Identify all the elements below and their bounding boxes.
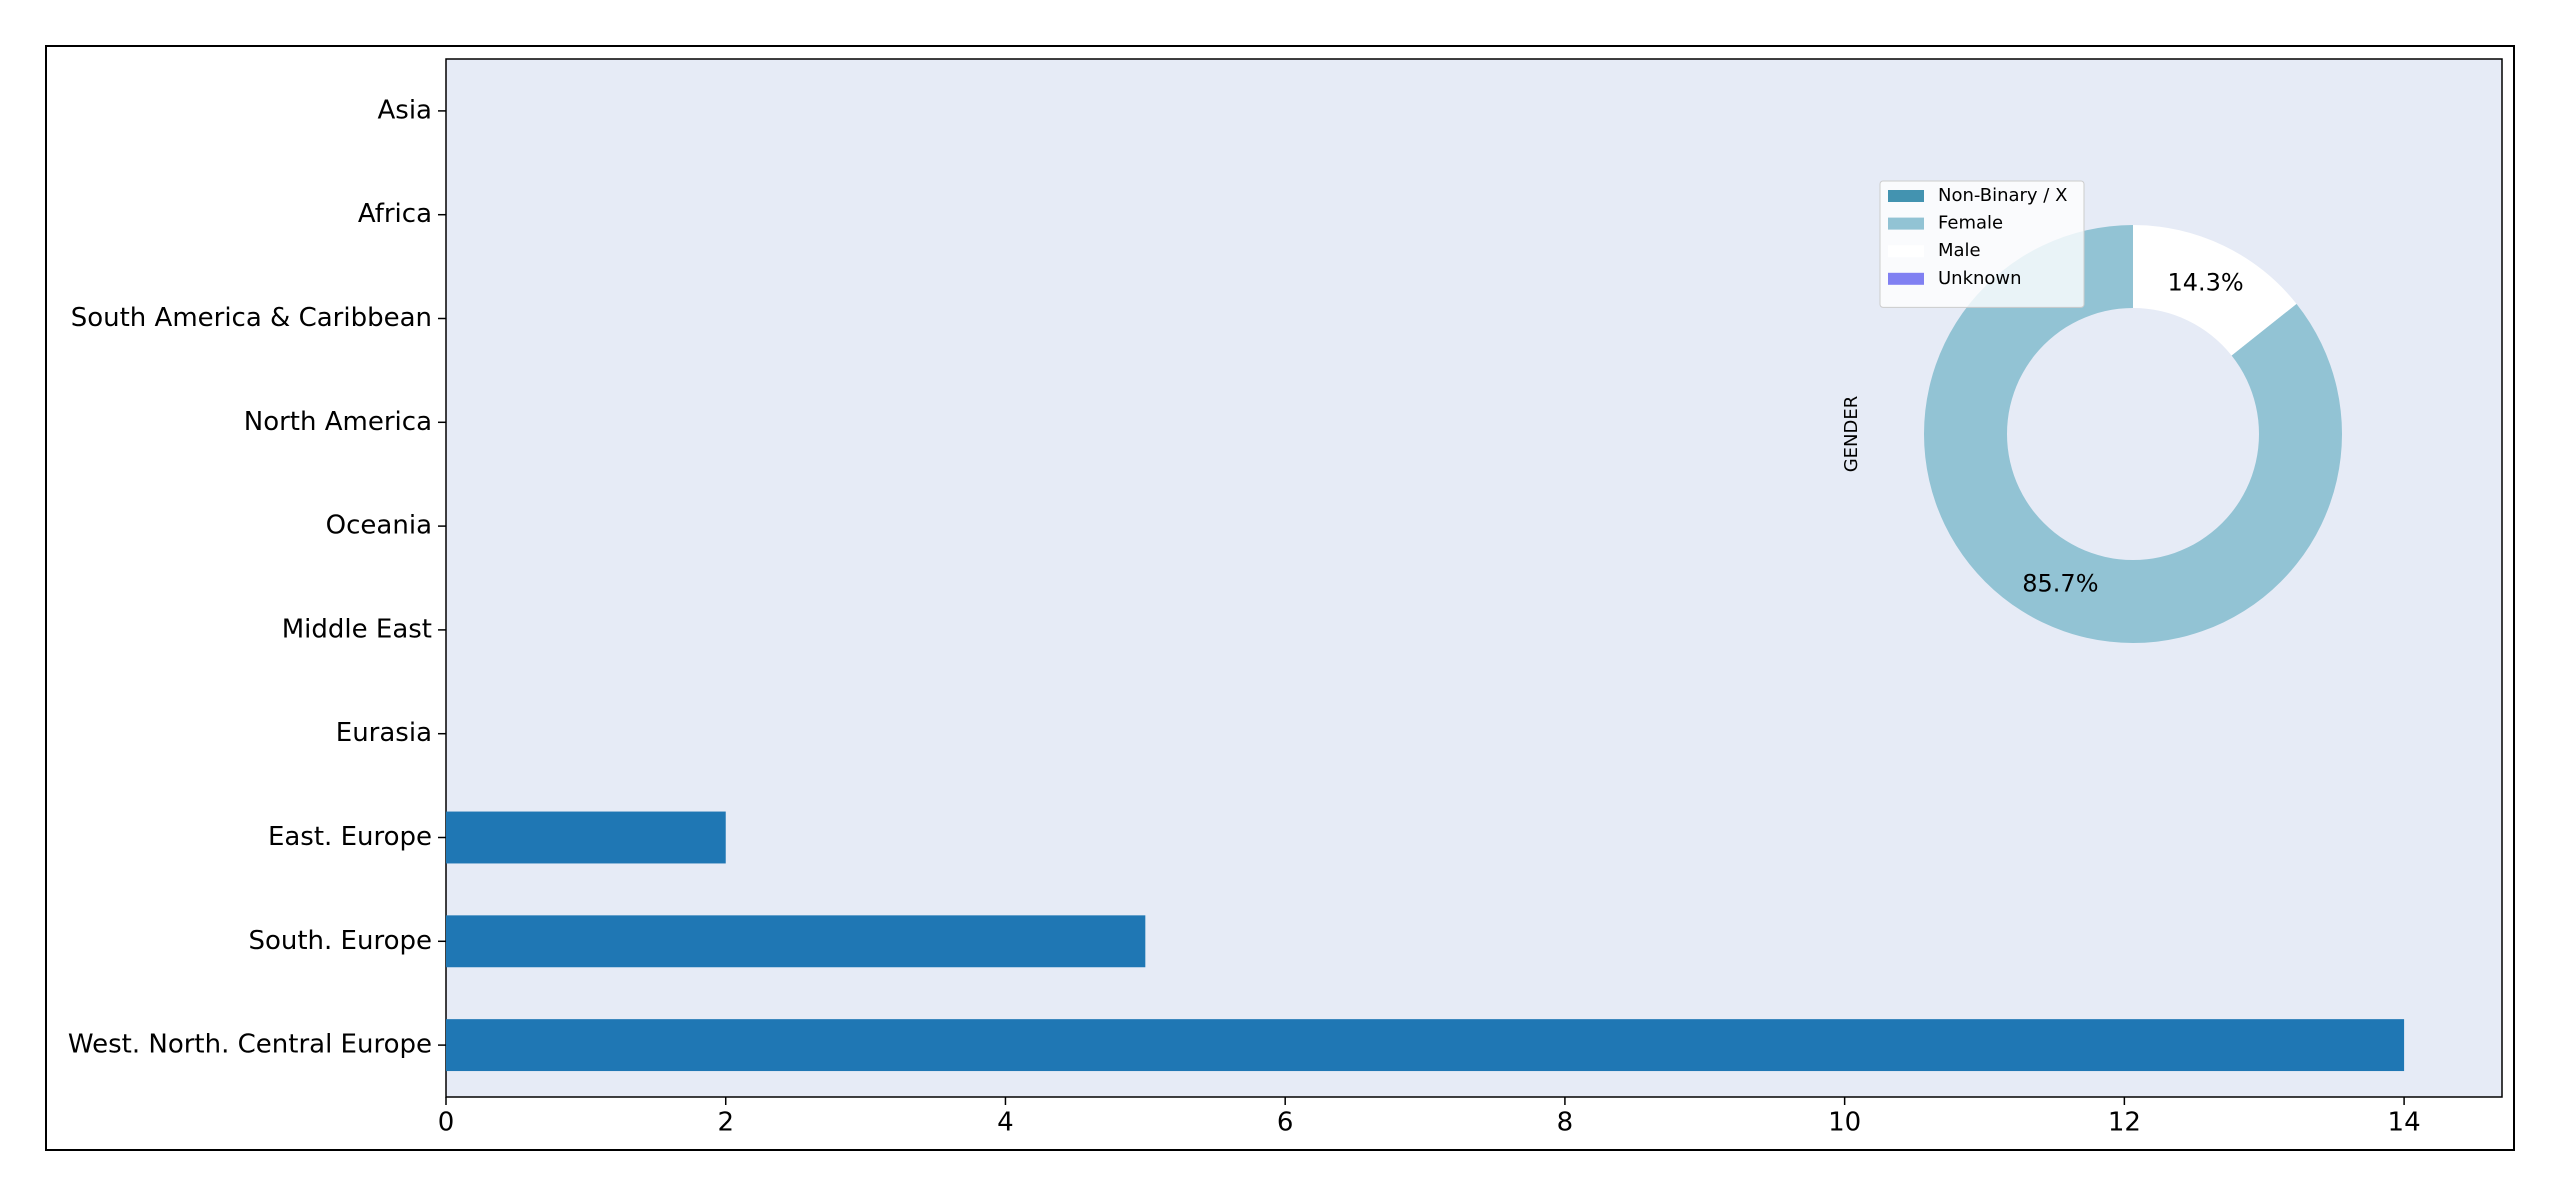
donut-wedge: [2133, 225, 2297, 356]
pct-label: 85.7%: [2022, 570, 2098, 598]
y-tick-label: North America: [244, 407, 432, 437]
y-tick-label: Middle East: [282, 614, 432, 644]
x-tick-label: 14: [2388, 1108, 2421, 1138]
legend-swatch: [1888, 190, 1924, 202]
x-tick-label: 0: [438, 1108, 455, 1138]
legend-box: [1879, 180, 2085, 308]
legend-swatch: [1888, 272, 1924, 285]
x-tick-label: 2: [717, 1108, 734, 1138]
bar: [446, 1019, 2405, 1072]
legend-label: Unknown: [1938, 268, 2022, 289]
legend-swatch: [1888, 217, 1924, 230]
y-tick-label: Asia: [378, 95, 433, 125]
y-tick-label: East. Europe: [268, 822, 432, 852]
y-tick-label: South. Europe: [248, 926, 432, 956]
legend-label: Female: [1938, 213, 2003, 234]
figure-frame: [45, 45, 2515, 1151]
y-axis-label: GENDER: [1841, 396, 1862, 473]
y-tick-label: South America & Caribbean: [71, 303, 432, 333]
y-tick-label: Oceania: [326, 511, 432, 541]
y-tick-label: Eurasia: [336, 718, 432, 748]
x-tick-label: 4: [997, 1108, 1014, 1138]
bar: [446, 811, 726, 864]
x-tick-label: 8: [1557, 1108, 1574, 1138]
x-tick-label: 10: [1828, 1108, 1861, 1138]
x-tick-label: 6: [1277, 1108, 1294, 1138]
x-tick-label: 12: [2108, 1108, 2141, 1138]
legend-label: Non-Binary / X: [1938, 185, 2067, 206]
bar: [446, 915, 1146, 968]
y-tick-label: Africa: [358, 199, 432, 229]
legend-swatch: [1888, 245, 1924, 258]
pct-label: 14.3%: [2167, 268, 2243, 296]
y-tick-label: West. North. Central Europe: [68, 1030, 432, 1060]
donut-wedge: [1924, 225, 2342, 643]
legend-label: Male: [1938, 240, 1981, 261]
